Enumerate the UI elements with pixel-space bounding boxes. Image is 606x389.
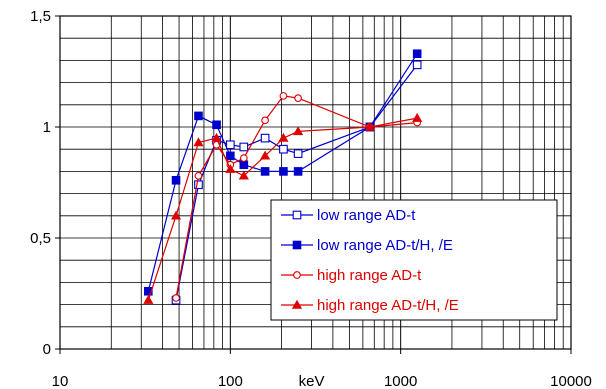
data-point bbox=[261, 134, 269, 142]
data-point bbox=[227, 141, 235, 149]
legend-label: high range AD-t/H, /E bbox=[317, 297, 459, 314]
legend-marker bbox=[294, 272, 301, 279]
data-point bbox=[241, 155, 248, 162]
legend-label: low range AD-t bbox=[317, 207, 416, 224]
data-point bbox=[213, 121, 221, 129]
y-tick-label: 1 bbox=[43, 119, 51, 136]
data-point bbox=[240, 143, 248, 151]
y-tick-label: 1,5 bbox=[30, 8, 51, 25]
legend-label: high range AD-t bbox=[317, 267, 422, 284]
data-point bbox=[172, 176, 180, 184]
data-point bbox=[280, 145, 288, 153]
legend-label: low range AD-t/H, /E bbox=[317, 237, 453, 254]
data-point bbox=[413, 50, 421, 58]
data-point bbox=[294, 150, 302, 158]
data-point bbox=[280, 168, 288, 176]
y-tick-label: 0 bbox=[43, 341, 51, 358]
x-tick-label: 10 bbox=[52, 373, 69, 389]
x-tick-label: 10000 bbox=[550, 373, 592, 389]
data-point bbox=[413, 61, 421, 69]
data-point bbox=[173, 295, 180, 302]
data-point bbox=[227, 152, 235, 160]
x-axis-label: keV bbox=[299, 373, 325, 389]
legend-marker bbox=[293, 211, 301, 219]
data-point bbox=[195, 112, 203, 120]
x-tick-label: 100 bbox=[218, 373, 243, 389]
data-point bbox=[295, 95, 302, 102]
legend-marker bbox=[293, 241, 301, 249]
data-point bbox=[195, 173, 202, 180]
data-point bbox=[261, 168, 269, 176]
x-tick-label: 1000 bbox=[384, 373, 417, 389]
data-point bbox=[240, 161, 248, 169]
y-tick-label: 0,5 bbox=[30, 230, 51, 247]
data-point bbox=[280, 93, 287, 100]
data-point bbox=[262, 117, 269, 124]
data-point bbox=[294, 168, 302, 176]
legend: low range AD-t low range AD-t/H, /E high r… bbox=[271, 200, 557, 320]
